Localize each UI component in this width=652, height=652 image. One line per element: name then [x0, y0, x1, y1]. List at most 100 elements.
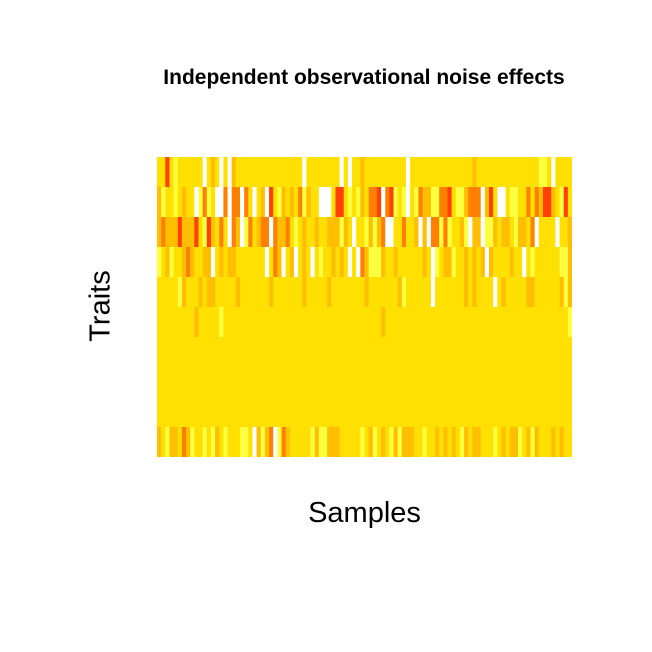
- heatmap-cell: [298, 367, 303, 398]
- heatmap-cell: [381, 337, 386, 368]
- heatmap-cell: [497, 337, 502, 368]
- heatmap-cell: [335, 247, 340, 278]
- heatmap-cell: [227, 367, 233, 398]
- heatmap-cell: [563, 307, 569, 338]
- heatmap-cell: [459, 277, 465, 308]
- heatmap-cell: [256, 307, 262, 338]
- heatmap-cell: [248, 427, 253, 457]
- heatmap-cell: [264, 307, 270, 338]
- heatmap-cell: [518, 367, 523, 398]
- heatmap-cell: [256, 397, 262, 428]
- heatmap-cell: [173, 337, 179, 368]
- heatmap-cell: [518, 187, 523, 218]
- heatmap-cell: [426, 397, 432, 428]
- heatmap-cell: [314, 187, 320, 218]
- heatmap-cell: [414, 157, 419, 188]
- heatmap-cell: [459, 157, 465, 188]
- heatmap-cell: [157, 397, 162, 428]
- heatmap-cell: [248, 187, 253, 218]
- heatmap-cell: [530, 277, 535, 308]
- heatmap-cell: [231, 247, 237, 278]
- heatmap-cell: [302, 367, 307, 398]
- heatmap-cell: [513, 367, 519, 398]
- heatmap-cell: [509, 187, 515, 218]
- heatmap-cell: [397, 247, 403, 278]
- heatmap-cell: [459, 307, 465, 338]
- heatmap-cell: [439, 157, 444, 188]
- heatmap-cell: [186, 277, 191, 308]
- heatmap-cell: [401, 427, 407, 457]
- heatmap-cell: [542, 217, 548, 248]
- heatmap-cell: [293, 427, 299, 457]
- heatmap-cell: [244, 277, 249, 308]
- heatmap-cell: [547, 367, 552, 398]
- heatmap-cell: [364, 367, 369, 398]
- heatmap-cell: [215, 247, 220, 278]
- heatmap-cell: [302, 187, 307, 218]
- heatmap-cell: [418, 187, 423, 218]
- heatmap-cell: [385, 157, 390, 188]
- heatmap-cell: [289, 217, 295, 248]
- heatmap-cell: [269, 397, 274, 428]
- heatmap-cell: [264, 397, 270, 428]
- heatmap-cell: [302, 307, 307, 338]
- heatmap-cell: [285, 247, 291, 278]
- heatmap-cell: [480, 157, 486, 188]
- heatmap-cell: [323, 337, 328, 368]
- heatmap-cell: [372, 187, 378, 218]
- heatmap-cell: [260, 187, 266, 218]
- heatmap-cell: [422, 157, 428, 188]
- heatmap-cell: [505, 277, 511, 308]
- heatmap-cell: [248, 277, 253, 308]
- heatmap-cell: [240, 427, 245, 457]
- heatmap-cell: [181, 187, 187, 218]
- heatmap-cell: [422, 427, 428, 457]
- heatmap-cell: [376, 277, 382, 308]
- heatmap-cell: [235, 397, 241, 428]
- heatmap-cell: [493, 427, 498, 457]
- heatmap-cell: [372, 397, 378, 428]
- heatmap-cell: [435, 187, 440, 218]
- heatmap-cell: [468, 247, 473, 278]
- heatmap-cell: [368, 427, 374, 457]
- heatmap-cell: [509, 337, 515, 368]
- heatmap-cell: [343, 217, 349, 248]
- heatmap-cell: [289, 247, 295, 278]
- heatmap-cell: [385, 397, 390, 428]
- heatmap-cell: [327, 367, 332, 398]
- heatmap-cell: [455, 397, 461, 428]
- heatmap-cell: [555, 187, 560, 218]
- heatmap-cell: [464, 157, 469, 188]
- heatmap-cell: [273, 427, 278, 457]
- heatmap-cell: [559, 367, 565, 398]
- heatmap-cell: [489, 397, 494, 428]
- heatmap-cell: [260, 337, 266, 368]
- heatmap-cell: [281, 397, 286, 428]
- heatmap-cell: [493, 397, 498, 428]
- heatmap-cell: [318, 307, 324, 338]
- heatmap-cell: [563, 247, 569, 278]
- heatmap-cell: [426, 217, 432, 248]
- heatmap-cell: [356, 337, 361, 368]
- heatmap-cell: [347, 427, 353, 457]
- heatmap-cell: [277, 367, 282, 398]
- heatmap-cell: [489, 367, 494, 398]
- heatmap-cell: [248, 337, 253, 368]
- heatmap-cell: [190, 277, 195, 308]
- heatmap-cell: [318, 367, 324, 398]
- heatmap-cell: [364, 397, 369, 428]
- heatmap-cell: [177, 427, 183, 457]
- heatmap-cell: [293, 367, 299, 398]
- heatmap-cell: [447, 397, 452, 428]
- heatmap-cell: [542, 187, 548, 218]
- heatmap-cell: [198, 247, 203, 278]
- heatmap-cell: [443, 157, 448, 188]
- heatmap-cell: [277, 337, 282, 368]
- heatmap-cell: [215, 217, 220, 248]
- heatmap-cell: [567, 247, 572, 278]
- heatmap-cell: [534, 247, 540, 278]
- heatmap-cell: [190, 427, 195, 457]
- heatmap-cell: [376, 187, 382, 218]
- heatmap-cell: [252, 247, 257, 278]
- heatmap-cell: [484, 427, 490, 457]
